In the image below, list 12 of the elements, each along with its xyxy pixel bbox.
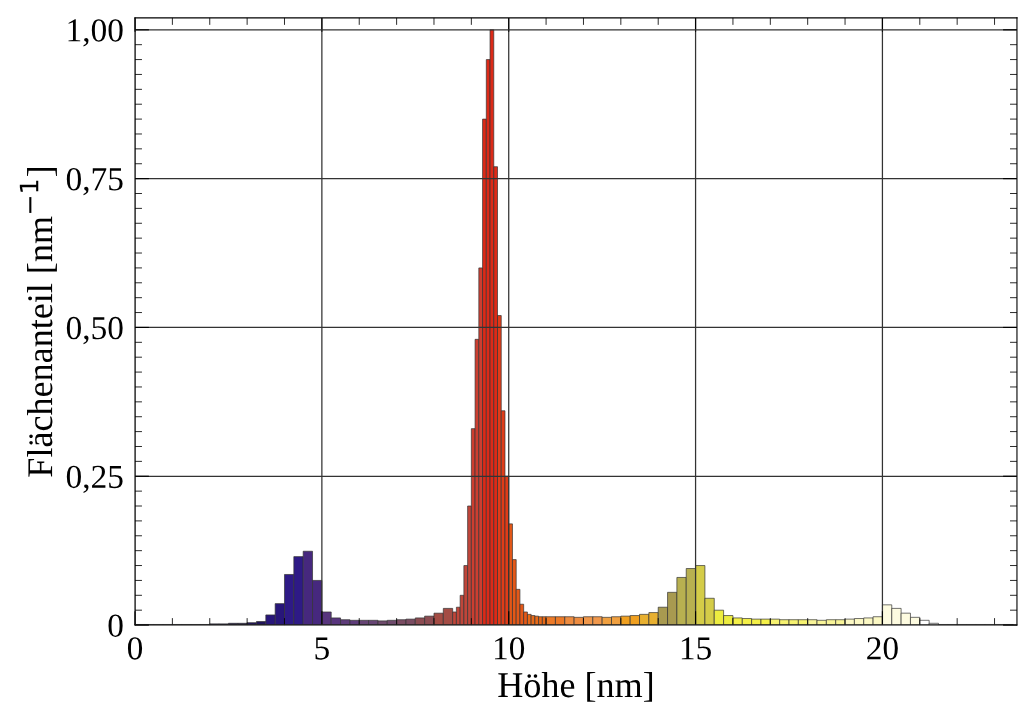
x-tick-label: 15 [681, 637, 711, 660]
x-tick-label: 10 [494, 637, 525, 660]
y-tick-label: 1,00 [68, 19, 123, 47]
y-tick-label: 0,50 [66, 316, 123, 345]
x-tick-label: 0 [127, 637, 143, 660]
y-tick-label: 0,25 [66, 465, 123, 493]
y-tick-label: 0,75 [66, 168, 123, 196]
x-tick-label: 5 [315, 637, 329, 660]
y-tick-label: 0 [108, 614, 123, 637]
x-tick-label: 20 [867, 637, 898, 660]
y-axis-title: Flächenanteil [nm$^{−1}$] [19, 168, 57, 477]
x-axis-title: Höhe [nm] [498, 671, 653, 702]
